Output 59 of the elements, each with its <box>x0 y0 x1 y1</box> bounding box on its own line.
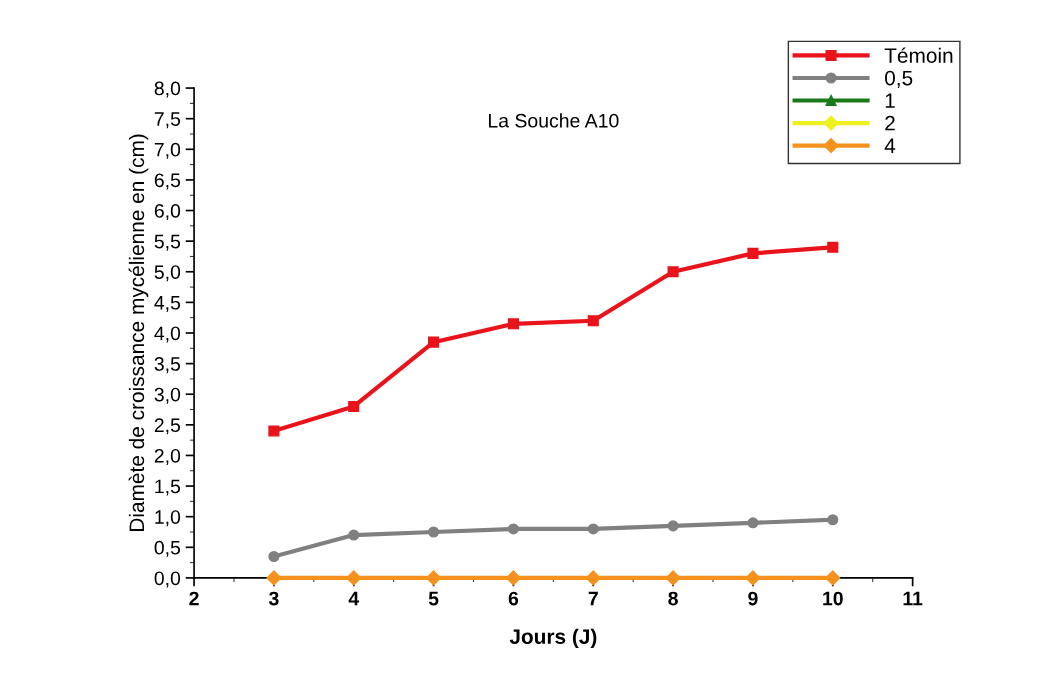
y-tick-label: 4,0 <box>154 326 181 343</box>
x-tick-label: 4 <box>348 591 360 606</box>
point <box>667 520 679 532</box>
point <box>747 517 759 529</box>
point <box>667 266 679 278</box>
point <box>827 241 839 253</box>
x-tick-label: 11 <box>903 591 923 606</box>
point <box>348 400 360 413</box>
x-tick-label: 8 <box>668 591 678 606</box>
y-tick-label: 8,0 <box>154 81 181 98</box>
point <box>827 514 839 526</box>
y-tick-label: 1,0 <box>155 510 181 527</box>
point <box>507 318 519 330</box>
x-tick-label: 9 <box>748 591 758 606</box>
y-tick-label: 4,5 <box>154 296 181 312</box>
point <box>428 526 440 538</box>
x-tick-label: 6 <box>508 591 519 606</box>
point <box>747 247 759 259</box>
y-tick-label: 2,0 <box>154 448 181 465</box>
x-tick-label: 7 <box>588 591 598 606</box>
point <box>268 550 280 563</box>
point <box>507 523 519 535</box>
point <box>348 529 360 541</box>
y-tick-label: 5,5 <box>154 234 181 251</box>
y-tick-label: 3,0 <box>154 387 181 404</box>
point <box>505 570 521 586</box>
x-tick-label: 3 <box>268 591 279 606</box>
legend-label: 4 <box>884 138 896 153</box>
point <box>426 570 442 586</box>
point <box>825 570 841 586</box>
point <box>745 570 761 586</box>
y-tick-label: 0,0 <box>154 571 181 588</box>
point <box>587 523 599 535</box>
y-tick-label: 6,5 <box>154 173 181 190</box>
point <box>585 570 601 586</box>
y-tick-label: 7,5 <box>154 112 181 129</box>
y-tick-label: 5,0 <box>154 265 181 282</box>
y-tick-label: 3,5 <box>154 357 181 374</box>
y-tick-label: 2,5 <box>154 418 181 435</box>
point <box>268 425 280 437</box>
point <box>266 570 282 586</box>
legend-label: 1 <box>885 93 895 108</box>
point <box>428 336 440 348</box>
point <box>665 570 681 586</box>
y-axis-title: Diamète de croissance mycélienne en (cm) <box>128 134 149 531</box>
x-tick-label: 10 <box>823 591 843 606</box>
y-tick-label: 7,0 <box>154 142 181 159</box>
x-tick-label: 5 <box>428 591 439 606</box>
legend-label: 0,5 <box>885 70 913 88</box>
x-axis-title: Jours (J) <box>509 628 597 649</box>
legend-label: Témoin <box>884 47 953 63</box>
text: La Souche A10 <box>488 113 619 128</box>
x-tick-label: 2 <box>189 591 199 606</box>
y-tick-label: 1,5 <box>155 479 181 496</box>
point <box>587 315 599 327</box>
y-tick-label: 0,5 <box>154 540 181 557</box>
y-tick-label: 6,0 <box>154 204 181 221</box>
point <box>346 570 362 586</box>
legend-label: 2 <box>885 115 895 131</box>
